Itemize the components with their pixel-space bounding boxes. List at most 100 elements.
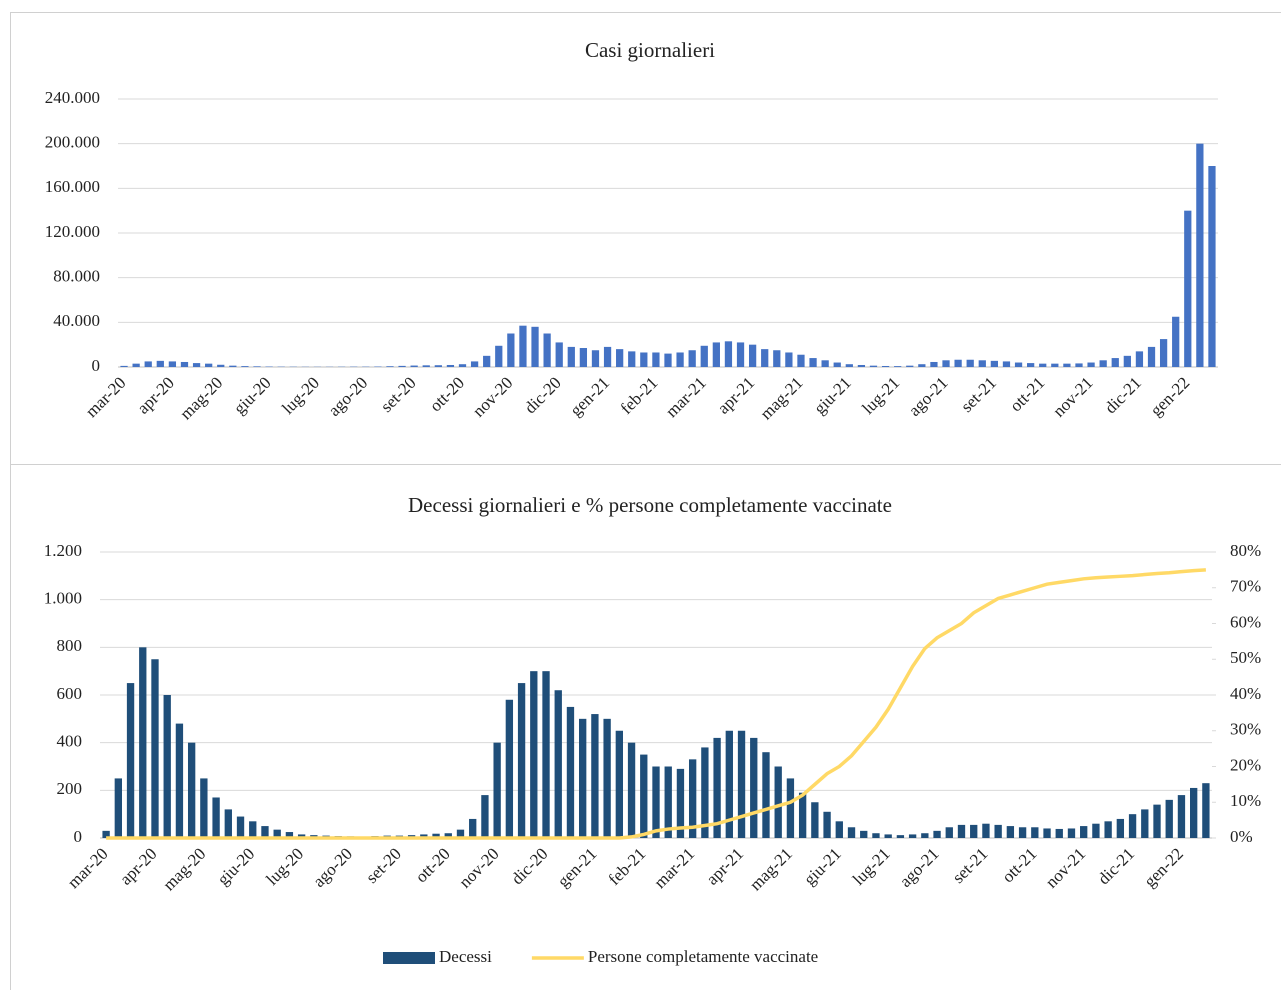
- y2-tick-label: 20%: [1230, 755, 1261, 774]
- bar: [120, 365, 128, 367]
- bar: [1087, 362, 1095, 367]
- bar: [652, 766, 660, 838]
- bar: [1153, 804, 1161, 838]
- bar: [1111, 358, 1119, 367]
- bar: [811, 802, 819, 838]
- bar: [297, 834, 306, 838]
- bar: [205, 363, 213, 367]
- bar: [1135, 351, 1144, 367]
- bar: [640, 754, 648, 838]
- bar: [797, 354, 805, 367]
- bar: [628, 351, 636, 367]
- bar: [285, 832, 294, 838]
- bar: [144, 361, 152, 367]
- bar: [1055, 828, 1063, 838]
- bar: [531, 326, 539, 367]
- bar: [187, 742, 196, 838]
- x-tick-label: mag-21: [756, 373, 806, 423]
- x-tick-label: mag-20: [159, 844, 209, 894]
- bar: [762, 752, 770, 838]
- bar: [930, 361, 938, 367]
- bar: [1202, 783, 1210, 838]
- bar: [566, 706, 575, 838]
- bar: [422, 365, 430, 367]
- y2-tick-label: 80%: [1230, 541, 1261, 560]
- y-tick-label: 160.000: [45, 177, 100, 196]
- bar: [1165, 799, 1173, 838]
- y-tick-label: 400: [57, 732, 83, 751]
- bar: [994, 824, 1002, 838]
- bar: [748, 344, 757, 367]
- bar: [241, 366, 249, 367]
- bar: [410, 365, 418, 367]
- bar: [736, 342, 745, 367]
- bar: [954, 359, 962, 367]
- bar: [713, 737, 721, 838]
- x-tick-label: nov-21: [1049, 373, 1096, 420]
- bar: [505, 699, 514, 838]
- bar: [1172, 316, 1180, 367]
- bar: [212, 797, 220, 838]
- x-tick-label: dic-20: [507, 844, 551, 888]
- bar: [857, 364, 866, 367]
- x-tick-label: ago-21: [905, 373, 952, 420]
- bar: [469, 818, 477, 838]
- bar: [398, 365, 406, 367]
- bar: [933, 830, 941, 838]
- bar: [603, 718, 611, 838]
- bar: [1104, 821, 1112, 838]
- bar: [470, 361, 479, 367]
- bar: [114, 778, 122, 838]
- bar: [872, 833, 880, 838]
- bar: [750, 737, 758, 838]
- bar: [652, 352, 660, 367]
- x-tick-label: set-21: [949, 844, 992, 887]
- bar: [200, 778, 208, 838]
- bar: [1075, 363, 1083, 367]
- y-tick-label: 0: [92, 356, 101, 375]
- bar: [1177, 795, 1186, 838]
- bar: [192, 363, 201, 367]
- bar: [1196, 143, 1204, 367]
- bar: [434, 365, 442, 367]
- bar: [151, 659, 159, 838]
- bar: [217, 364, 225, 367]
- y-tick-label: 200: [57, 779, 83, 798]
- x-tick-label: ott-21: [998, 844, 1040, 886]
- bar: [881, 365, 890, 367]
- x-tick-label: feb-21: [617, 373, 662, 418]
- y-tick-label: 1.000: [44, 589, 82, 608]
- bar: [132, 363, 140, 367]
- bar: [567, 346, 575, 367]
- y-tick-label: 40.000: [53, 311, 100, 330]
- x-tick-label: dic-20: [521, 373, 565, 417]
- bar: [139, 647, 147, 838]
- x-tick-label: ott-20: [412, 844, 454, 886]
- y-tick-label: 800: [57, 636, 83, 655]
- bar: [163, 695, 171, 838]
- x-tick-label: apr-21: [714, 373, 759, 418]
- bar: [845, 364, 853, 367]
- bar: [481, 795, 489, 838]
- bar: [156, 360, 164, 367]
- x-tick-label: nov-21: [1042, 844, 1089, 891]
- bar: [676, 352, 684, 367]
- bar: [724, 341, 733, 367]
- bar: [616, 349, 624, 367]
- bar: [990, 360, 998, 367]
- x-tick-label: set-20: [377, 373, 420, 416]
- x-tick-label: set-20: [362, 844, 405, 887]
- x-tick-label: feb-21: [605, 844, 650, 889]
- bar: [978, 360, 986, 367]
- bar: [249, 821, 257, 838]
- x-tick-label: mag-21: [746, 844, 796, 894]
- bar: [1006, 826, 1015, 838]
- bar: [493, 742, 501, 838]
- x-tick-label: ago-20: [309, 844, 356, 891]
- x-tick-label: gen-22: [1147, 373, 1194, 420]
- bar: [725, 730, 733, 838]
- bar: [664, 766, 672, 838]
- bar: [809, 358, 817, 367]
